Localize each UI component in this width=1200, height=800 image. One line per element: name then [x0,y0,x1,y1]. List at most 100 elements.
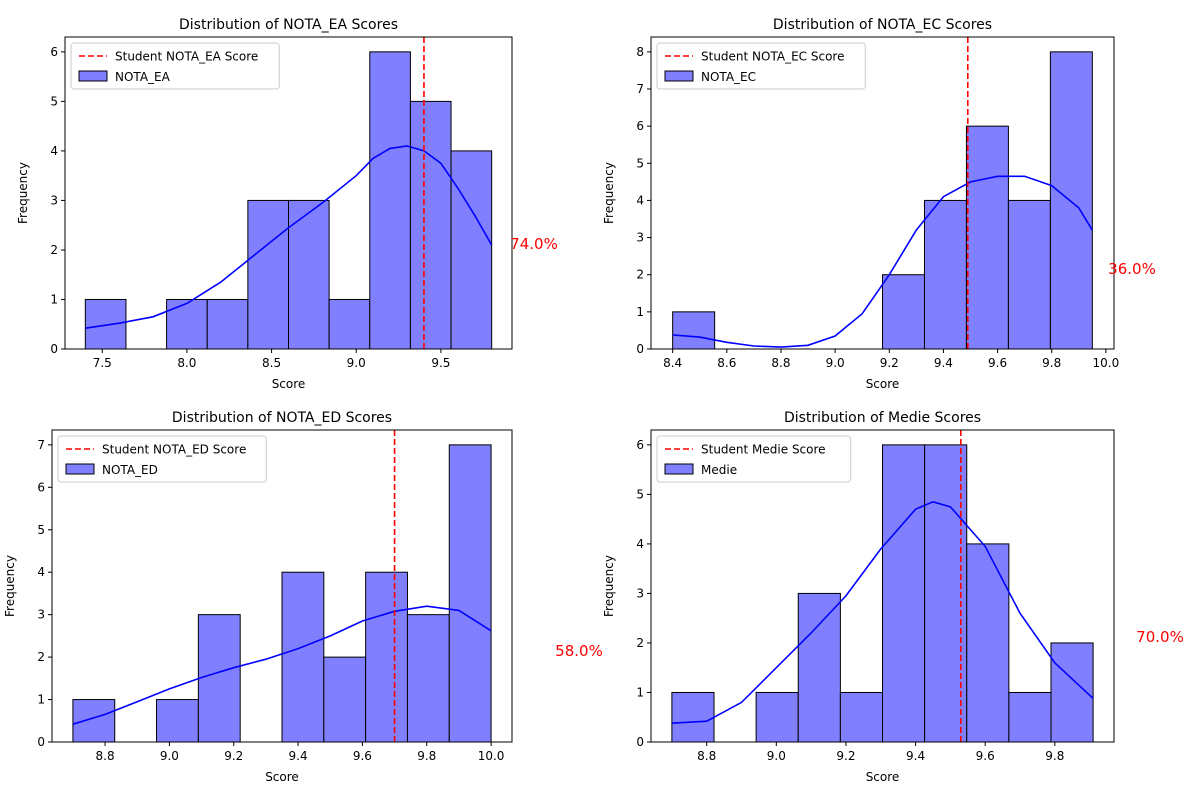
x-tick-label: 8.4 [663,356,682,370]
y-tick-label: 3 [636,586,644,600]
percentile-label: 36.0% [1108,260,1156,278]
legend-entry: Student Medie Score [701,443,826,457]
y-tick-label: 0 [636,342,644,356]
percentile-label: 74.0% [510,235,558,253]
x-tick-label: 9.6 [353,749,372,763]
y-axis-label: Frequency [3,555,17,617]
x-tick-label: 10.0 [478,749,505,763]
y-tick-label: 2 [37,650,45,664]
y-tick-label: 7 [37,438,45,452]
legend: Student Medie Score Medie [656,435,852,483]
legend: Student NOTA_ED Score NOTA_ED [57,435,267,483]
chart-title: Distribution of NOTA_ED Scores [172,410,392,426]
histogram-bar [448,444,492,743]
histogram-bar [369,51,411,350]
legend-box [656,42,866,90]
y-axis-label: Frequency [602,555,616,617]
y-axis-label: Frequency [602,162,616,224]
y-tick-label: 0 [50,342,58,356]
axes-frame [650,36,1115,350]
legend-entry: Student NOTA_EC Score [701,50,844,64]
legend-entry: Medie [701,463,737,477]
legend-swatch-bar [65,463,95,475]
y-tick-label: 0 [37,735,45,749]
y-tick-label: 3 [636,231,644,245]
x-tick-label: 9.4 [934,356,953,370]
y-tick-label: 7 [636,82,644,96]
y-tick-label: 2 [50,243,58,257]
y-tick-label: 2 [636,268,644,282]
x-axis-label: Score [866,770,900,784]
y-tick-label: 4 [636,537,644,551]
y-tick-label: 4 [37,565,45,579]
histogram-bar [288,199,330,350]
x-axis-label: Score [272,377,306,391]
histogram-bar [206,298,249,350]
histogram-bar [323,656,367,743]
histogram-bar [671,691,715,743]
histogram-bar [197,614,241,743]
histogram-bar [966,543,1010,743]
y-tick-label: 3 [37,608,45,622]
x-tick-label: 9.5 [431,356,450,370]
histogram-bar [923,199,967,350]
y-tick-label: 5 [50,94,58,108]
x-axis-label: Score [265,770,299,784]
y-tick-label: 5 [636,156,644,170]
histogram-bar [406,614,450,743]
y-tick-label: 6 [50,45,58,59]
x-tick-label: 10.0 [1093,356,1120,370]
y-tick-label: 1 [50,292,58,306]
legend: Student NOTA_EC Score NOTA_EC [656,42,866,90]
x-tick-label: 8.0 [177,356,196,370]
chart-panel-1: 7.5 8.0 8.5 9.0 9.5 0 1 2 3 4 5 6 Score Frequency Dist… [16,17,558,391]
histogram-bar [882,274,925,350]
y-axis-label: Frequency [16,162,30,224]
y-tick-label: 0 [636,735,644,749]
chart-title: Distribution of NOTA_EA Scores [179,17,398,33]
x-tick-label: 9.2 [880,356,899,370]
x-tick-label: 9.2 [224,749,243,763]
x-tick-label: 9.2 [836,749,855,763]
kde-curve [671,500,1094,724]
x-tick-label: 9.0 [767,749,786,763]
x-tick-label: 7.5 [93,356,112,370]
x-axis-label: Score [866,377,900,391]
legend-swatch-bar [78,70,108,82]
kde-curve [672,175,1093,348]
histogram-bar [247,199,289,350]
axes-frame [51,429,513,743]
legend-box [70,42,280,90]
x-tick-label: 9.4 [289,749,308,763]
x-tick-label: 9.4 [906,749,925,763]
x-tick-label: 9.6 [976,749,995,763]
kde-curve [85,145,493,329]
histogram-bar [839,691,883,743]
x-tick-label: 8.5 [262,356,281,370]
x-tick-label: 9.8 [417,749,436,763]
legend-swatch-bar [664,463,694,475]
x-tick-label: 8.8 [697,749,716,763]
y-tick-label: 6 [636,119,644,133]
chart-panel-2: 8.4 8.6 8.8 9.0 9.2 9.4 9.6 9.8 10.0 0 1 2 3 4 5 6 7 8 Sco… [602,17,1156,391]
y-tick-label: 4 [50,144,58,158]
histogram-bar [365,571,408,743]
histogram-bar [924,444,968,743]
x-tick-label: 9.0 [826,356,845,370]
percentile-label: 58.0% [555,642,603,660]
y-tick-label: 4 [636,193,644,207]
x-tick-label: 9.0 [160,749,179,763]
histogram-bar [84,298,127,350]
histogram-bar [450,150,493,350]
histogram-bar [882,444,926,743]
y-tick-label: 3 [50,193,58,207]
percentile-label: 70.0% [1136,628,1184,646]
x-tick-label: 8.8 [96,749,115,763]
chart-panel-3: 8.8 9.0 9.2 9.4 9.6 9.8 10.0 0 1 2 3 4 5 6 7 Score Frequ… [3,410,603,784]
x-tick-label: 9.6 [988,356,1007,370]
legend-entry: NOTA_EA [115,70,171,84]
x-tick-label: 9.8 [1042,356,1061,370]
histogram-bar [166,298,208,350]
y-tick-label: 8 [636,45,644,59]
